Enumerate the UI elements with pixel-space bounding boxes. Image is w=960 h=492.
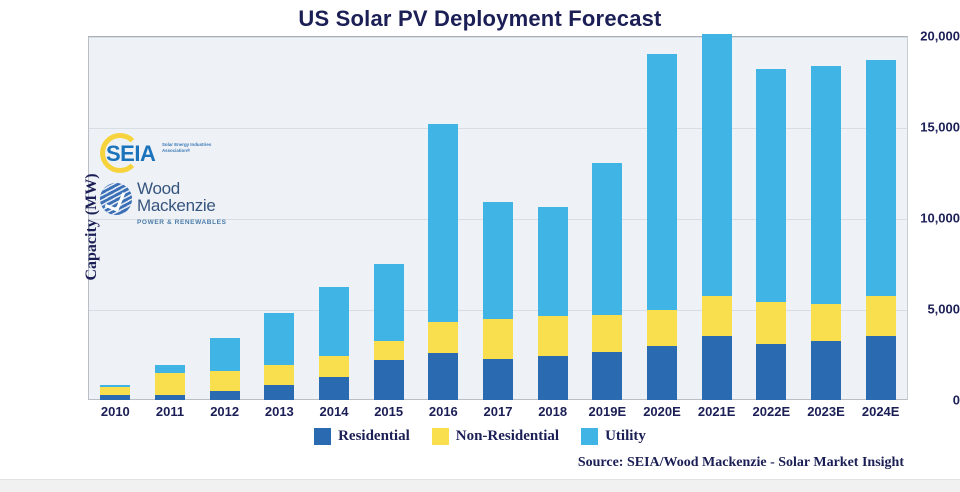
bottom-strip [0,479,960,492]
legend-label: Non-Residential [455,428,560,444]
wood-mackenzie-wordmark: Wood Mackenzie [137,180,216,214]
gridline [89,37,907,38]
x-tick-label: 2021E [697,404,736,419]
seia-sun-arc-icon [100,133,140,173]
x-tick-label: 2015 [374,404,404,419]
y-axis-title: Capacity (MW) [83,173,100,281]
x-tick-label: 2016 [428,404,458,419]
wm-line1: Wood [137,179,180,198]
y-tick-label: 0 [952,392,960,408]
y-tick-label: 20,000 [920,28,960,44]
wood-mackenzie-subtitle: POWER & RENEWABLES [137,219,227,226]
legend-label: Residential [338,428,410,444]
seia-tagline: Solar Energy Industries Association® [162,142,212,154]
x-tick-label: 2019E [588,404,627,419]
logo-block: SEIA Solar Energy Industries Association… [100,131,230,235]
wood-mackenzie-logo: Wood Mackenzie POWER & RENEWABLES [100,180,230,235]
wm-line2: Mackenzie [137,196,216,215]
legend-swatch-icon [314,428,332,445]
x-tick-label: 2013 [264,404,294,419]
page-title: US Solar PV Deployment Forecast [298,6,662,31]
x-tick-label: 2024E [861,404,900,419]
y-tick-label: 10,000 [920,210,960,226]
x-tick-label: 2012 [210,404,240,419]
source-note: Source: SEIA/Wood Mackenzie - Solar Mark… [577,455,904,470]
legend-item[interactable]: Utility [581,428,646,445]
legend: Residential Non-Residential Utility [0,428,960,445]
y-tick-label: 5,000 [927,301,960,317]
x-tick-label: 2022E [752,404,791,419]
legend-item[interactable]: Residential [314,428,410,445]
gridline [89,128,907,129]
seia-logo: SEIA Solar Energy Industries Association… [100,131,225,175]
wood-mackenzie-globe-icon [100,183,132,215]
x-tick-label: 2014 [319,404,349,419]
x-tick-label: 2018 [538,404,568,419]
legend-item[interactable]: Non-Residential [431,428,560,445]
seia-wordmark: SEIA [106,141,156,166]
legend-swatch-icon [431,428,449,445]
x-tick-label: 2020E [643,404,681,419]
legend-label: Utility [605,428,646,444]
x-tick-label: 2017 [483,404,513,419]
x-tick-label: 2010 [100,404,130,419]
x-tick-label: 2011 [155,404,185,419]
legend-swatch-icon [581,428,599,445]
gridline [89,310,907,311]
y-tick-label: 15,000 [920,119,960,135]
globe-stripes [100,183,132,215]
x-tick-label: 2023E [807,404,845,419]
